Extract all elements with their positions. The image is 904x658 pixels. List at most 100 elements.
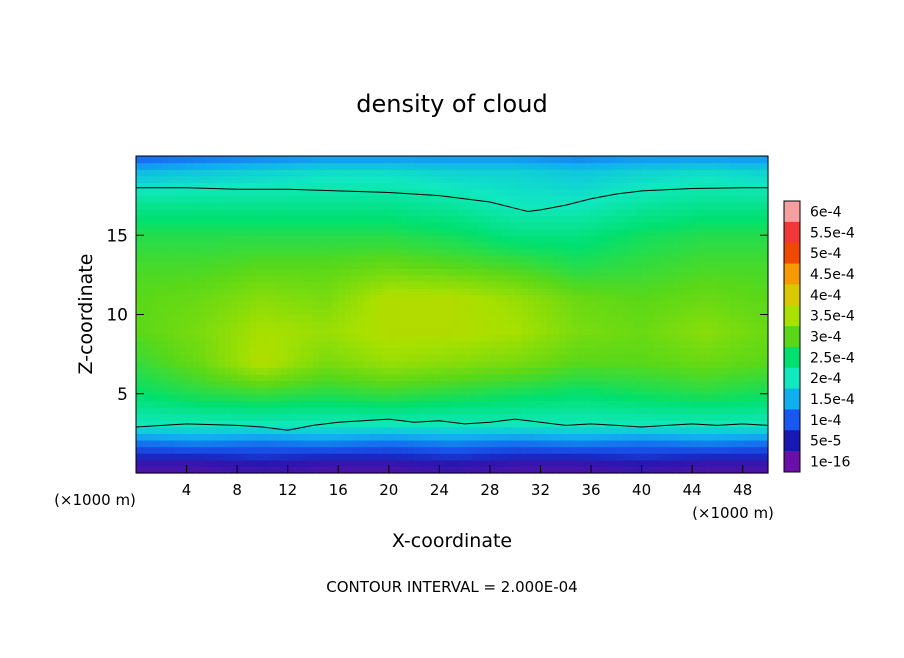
heatmap-cell xyxy=(136,241,143,250)
heatmap-cell xyxy=(452,274,459,283)
heatmap-cell xyxy=(666,241,674,250)
heatmap-cell xyxy=(496,380,504,388)
heatmap-cell xyxy=(357,340,365,349)
heatmap-cell xyxy=(350,162,358,170)
heatmap-cell xyxy=(249,228,257,236)
heatmap-cell xyxy=(369,288,377,296)
heatmap-cell xyxy=(224,202,232,210)
heatmap-cell xyxy=(489,281,497,289)
heatmap-cell xyxy=(294,255,301,263)
heatmap-cell xyxy=(527,453,535,461)
heatmap-cell xyxy=(262,222,270,230)
heatmap-cell xyxy=(692,162,700,170)
heatmap-cell xyxy=(628,281,636,289)
heatmap-cell xyxy=(565,195,573,203)
heatmap-cell xyxy=(654,281,662,289)
heatmap-cell xyxy=(281,367,289,375)
heatmap-cell xyxy=(180,380,188,388)
heatmap-cell xyxy=(610,360,617,368)
heatmap-cell xyxy=(262,340,270,349)
heatmap-cell xyxy=(742,387,750,395)
heatmap-cell xyxy=(312,406,320,415)
heatmap-cell xyxy=(268,307,276,316)
heatmap-cell xyxy=(704,261,712,269)
heatmap-cell xyxy=(616,261,624,269)
heatmap-cell xyxy=(565,393,573,401)
heatmap-cell xyxy=(584,208,592,217)
heatmap-cell xyxy=(237,400,245,408)
heatmap-cell xyxy=(578,175,586,184)
heatmap-cell xyxy=(628,426,636,434)
heatmap-cell xyxy=(584,281,592,289)
heatmap-cell xyxy=(154,162,162,170)
heatmap-cell xyxy=(698,301,706,309)
heatmap-cell xyxy=(761,413,769,421)
heatmap-cell xyxy=(350,301,358,309)
heatmap-cell xyxy=(483,175,491,184)
heatmap-cell xyxy=(477,340,485,349)
heatmap-cell xyxy=(641,215,649,223)
heatmap-cell xyxy=(515,347,523,355)
heatmap-cell xyxy=(338,321,346,329)
heatmap-cell xyxy=(180,459,188,467)
heatmap-cell xyxy=(243,360,251,368)
heatmap-cell xyxy=(515,354,523,362)
heatmap-cell xyxy=(154,439,162,448)
heatmap-cell xyxy=(148,354,156,362)
heatmap-cell xyxy=(736,393,744,401)
heatmap-cell xyxy=(161,202,169,210)
heatmap-cell xyxy=(628,202,636,210)
heatmap-cell xyxy=(426,261,434,269)
heatmap-cell xyxy=(508,321,516,329)
heatmap-cell xyxy=(540,387,548,395)
heatmap-cell xyxy=(357,446,365,454)
heatmap-cell xyxy=(603,393,611,401)
heatmap-cell xyxy=(553,387,561,395)
heatmap-cell xyxy=(180,202,188,210)
heatmap-cell xyxy=(755,373,763,382)
heatmap-cell xyxy=(654,426,662,434)
heatmap-cell xyxy=(730,222,737,230)
heatmap-cell xyxy=(167,182,175,190)
heatmap-cell xyxy=(192,215,200,223)
heatmap-cell xyxy=(407,406,415,415)
heatmap-cell xyxy=(761,182,769,190)
heatmap-cell xyxy=(502,406,510,415)
heatmap-cell xyxy=(527,354,535,362)
heatmap-cell xyxy=(508,393,516,401)
heatmap-cell xyxy=(414,360,421,368)
heatmap-cell xyxy=(224,274,232,283)
heatmap-cell xyxy=(211,281,219,289)
heatmap-cell xyxy=(723,327,731,335)
heatmap-cell xyxy=(673,380,681,388)
heatmap-cell xyxy=(515,420,523,428)
heatmap-cell xyxy=(426,228,434,236)
heatmap-cell xyxy=(723,446,731,454)
heatmap-cell xyxy=(312,380,320,388)
heatmap-cell xyxy=(218,413,226,421)
heatmap-cell xyxy=(199,439,207,448)
heatmap-cell xyxy=(136,294,143,302)
heatmap-cell xyxy=(559,208,567,217)
heatmap-cell xyxy=(565,373,573,382)
heatmap-cell xyxy=(167,261,175,269)
heatmap-cell xyxy=(685,400,693,408)
heatmap-cell xyxy=(502,215,510,223)
heatmap-cell xyxy=(338,175,346,184)
heatmap-cell xyxy=(597,433,605,441)
heatmap-cell xyxy=(553,380,561,388)
heatmap-cell xyxy=(698,307,706,316)
heatmap-cell xyxy=(755,235,763,243)
heatmap-cell xyxy=(641,340,649,349)
heatmap-cell xyxy=(306,268,314,276)
heatmap-cell xyxy=(736,459,744,467)
heatmap-cell xyxy=(281,321,289,329)
heatmap-cell xyxy=(420,413,428,421)
heatmap-cell xyxy=(224,182,232,190)
heatmap-cell xyxy=(186,156,194,164)
heatmap-cell xyxy=(306,235,314,243)
chart-title: density of cloud xyxy=(356,90,547,118)
heatmap-cell xyxy=(761,274,769,283)
heatmap-cell xyxy=(275,195,282,203)
heatmap-cell xyxy=(654,459,662,467)
